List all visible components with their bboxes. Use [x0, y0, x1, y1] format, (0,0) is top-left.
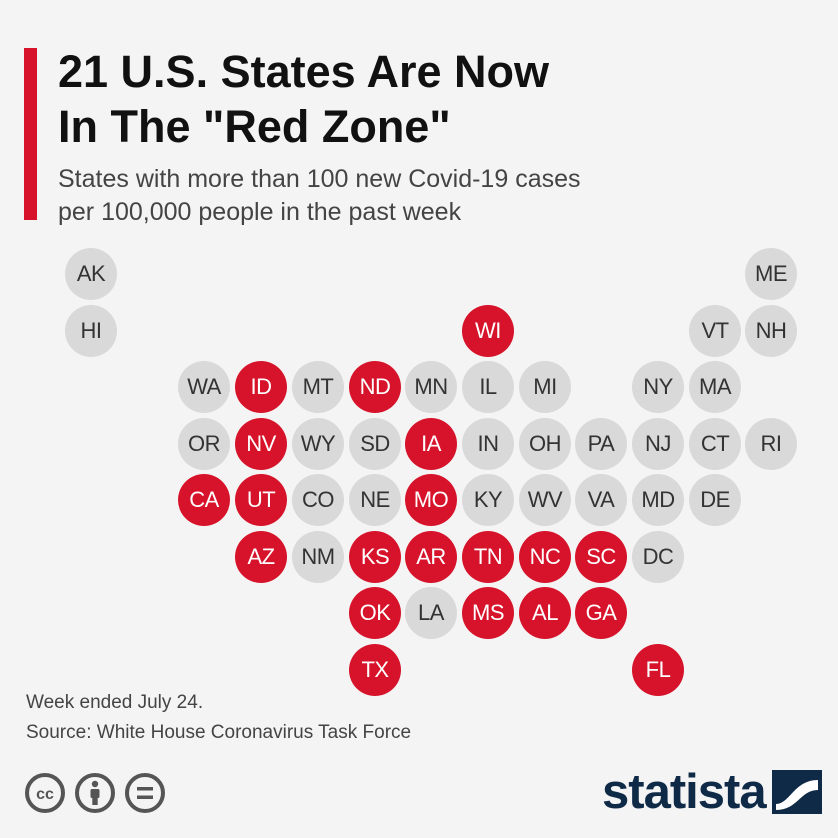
state-tile-ks: KS	[349, 531, 401, 583]
state-tile-ma: MA	[689, 361, 741, 413]
state-tile-tn: TN	[462, 531, 514, 583]
state-tile-dc: DC	[632, 531, 684, 583]
state-tile-ar: AR	[405, 531, 457, 583]
state-tile-la: LA	[405, 587, 457, 639]
attribution-icon	[75, 773, 115, 813]
statista-logo: statista	[602, 764, 822, 820]
state-tile-ny: NY	[632, 361, 684, 413]
chart-title: 21 U.S. States Are Now In The "Red Zone"	[58, 44, 798, 154]
title-line-1: 21 U.S. States Are Now	[58, 46, 550, 97]
state-tile-mi: MI	[519, 361, 571, 413]
state-tile-wi: WI	[462, 305, 514, 357]
state-tile-mn: MN	[405, 361, 457, 413]
state-tile-ne: NE	[349, 474, 401, 526]
state-tile-nc: NC	[519, 531, 571, 583]
state-tile-ky: KY	[462, 474, 514, 526]
state-tile-or: OR	[178, 418, 230, 470]
state-tile-nh: NH	[745, 305, 797, 357]
state-tile-mt: MT	[292, 361, 344, 413]
state-tile-ct: CT	[689, 418, 741, 470]
state-tile-me: ME	[745, 248, 797, 300]
state-tile-de: DE	[689, 474, 741, 526]
state-tile-al: AL	[519, 587, 571, 639]
state-tile-wa: WA	[178, 361, 230, 413]
state-tile-fl: FL	[632, 644, 684, 696]
state-tile-nj: NJ	[632, 418, 684, 470]
state-tile-pa: PA	[575, 418, 627, 470]
state-tile-mo: MO	[405, 474, 457, 526]
state-tile-nd: ND	[349, 361, 401, 413]
state-tile-vt: VT	[689, 305, 741, 357]
state-tile-md: MD	[632, 474, 684, 526]
state-tile-wy: WY	[292, 418, 344, 470]
statista-mark-icon	[771, 770, 822, 814]
accent-bar	[24, 48, 37, 220]
state-tile-ca: CA	[178, 474, 230, 526]
svg-text:cc: cc	[36, 786, 54, 803]
chart-subtitle: States with more than 100 new Covid-19 c…	[58, 163, 798, 229]
state-tile-ok: OK	[349, 587, 401, 639]
state-tile-ak: AK	[65, 248, 117, 300]
state-tile-co: CO	[292, 474, 344, 526]
state-tile-id: ID	[235, 361, 287, 413]
subtitle-line-1: States with more than 100 new Covid-19 c…	[58, 165, 581, 193]
state-tile-nm: NM	[292, 531, 344, 583]
subtitle-line-2: per 100,000 people in the past week	[58, 198, 462, 226]
source-note: Source: White House Coronavirus Task For…	[26, 722, 412, 743]
state-tile-oh: OH	[519, 418, 571, 470]
title-line-2: In The "Red Zone"	[58, 101, 451, 152]
state-tile-ms: MS	[462, 587, 514, 639]
state-tile-ri: RI	[745, 418, 797, 470]
state-tile-wv: WV	[519, 474, 571, 526]
state-tile-az: AZ	[235, 531, 287, 583]
state-tile-sc: SC	[575, 531, 627, 583]
state-tile-ut: UT	[235, 474, 287, 526]
cc-icon: cc	[25, 773, 65, 813]
logo-text: statista	[602, 765, 767, 819]
state-tile-hi: HI	[65, 305, 117, 357]
state-tile-va: VA	[575, 474, 627, 526]
state-tile-in: IN	[462, 418, 514, 470]
state-tile-ga: GA	[575, 587, 627, 639]
state-tile-ia: IA	[405, 418, 457, 470]
state-tile-il: IL	[462, 361, 514, 413]
no-derivatives-icon	[125, 773, 165, 813]
state-tile-tx: TX	[349, 644, 401, 696]
footnote: Week ended July 24.	[26, 692, 204, 713]
state-tile-nv: NV	[235, 418, 287, 470]
state-tile-sd: SD	[349, 418, 401, 470]
